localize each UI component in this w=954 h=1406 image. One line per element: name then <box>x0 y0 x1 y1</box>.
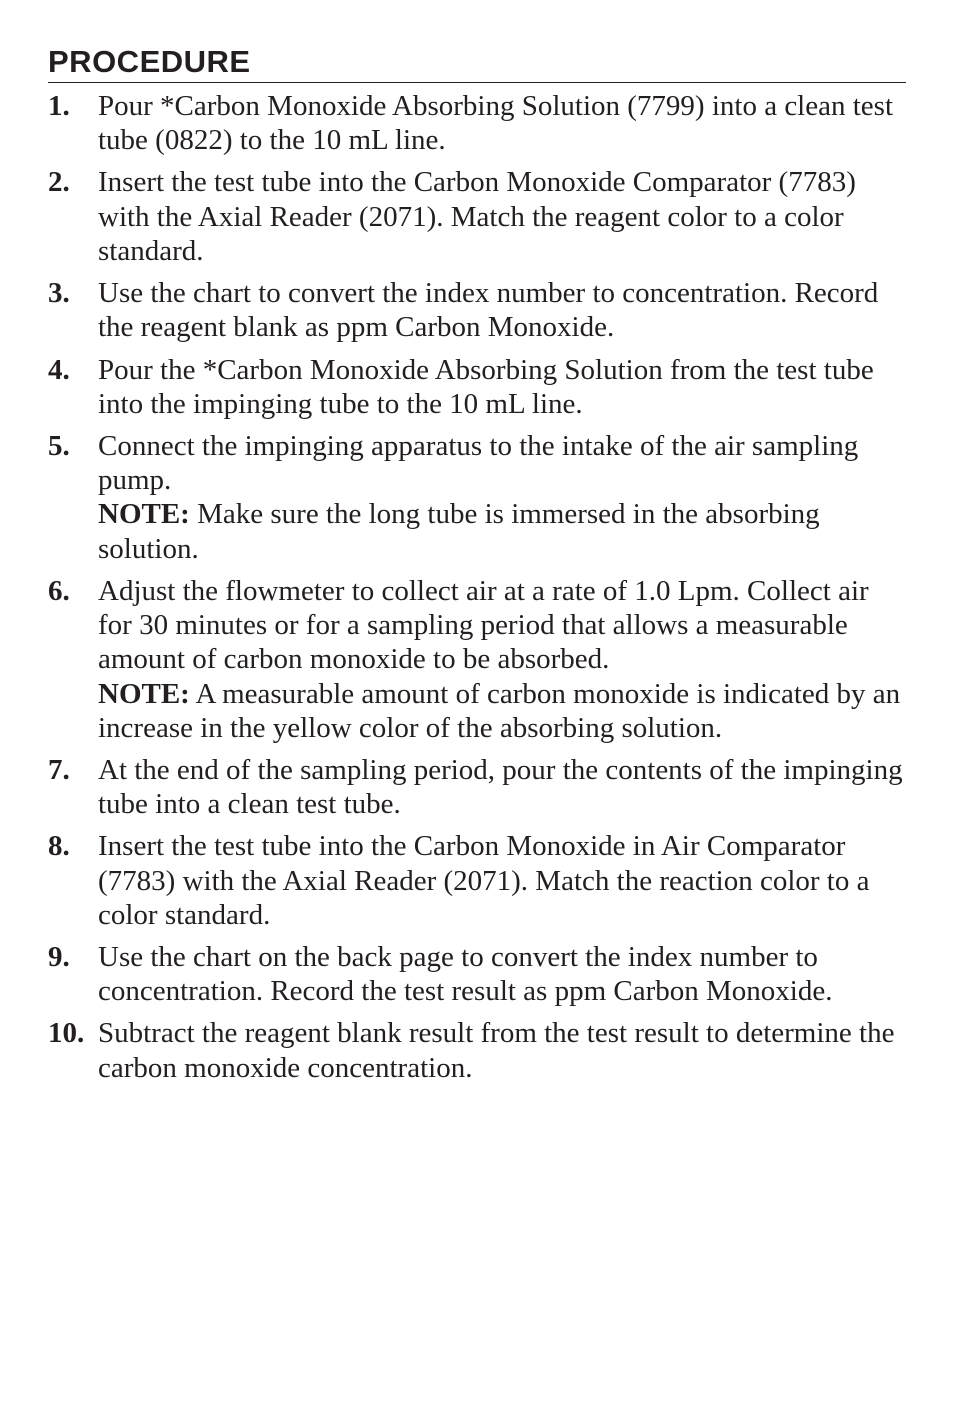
heading-rule <box>48 82 906 83</box>
step-3: 3. Use the chart to convert the index nu… <box>48 276 906 344</box>
step-number: 3. <box>48 276 98 310</box>
step-number: 8. <box>48 829 98 863</box>
step-number: 10. <box>48 1016 98 1050</box>
step-5: 5. Connect the impinging apparatus to th… <box>48 429 906 566</box>
note-text: Make sure the long tube is immersed in t… <box>98 498 820 564</box>
step-text: Subtract the reagent blank result from t… <box>98 1016 906 1084</box>
step-number: 9. <box>48 940 98 974</box>
step-text: Pour *Carbon Monoxide Absorbing Solution… <box>98 89 906 157</box>
steps-list: 1. Pour *Carbon Monoxide Absorbing Solut… <box>48 89 906 1085</box>
step-2: 2. Insert the test tube into the Carbon … <box>48 165 906 268</box>
note-text: A measurable amount of carbon monoxide i… <box>98 678 900 744</box>
note-label: NOTE: <box>98 678 190 710</box>
step-number: 2. <box>48 165 98 199</box>
step-number: 5. <box>48 429 98 463</box>
step-8: 8. Insert the test tube into the Carbon … <box>48 829 906 932</box>
page: PROCEDURE 1. Pour *Carbon Monoxide Absor… <box>0 0 954 1085</box>
step-number: 7. <box>48 753 98 787</box>
step-number: 6. <box>48 574 98 608</box>
step-7: 7. At the end of the sampling period, po… <box>48 753 906 821</box>
step-4: 4. Pour the *Carbon Monoxide Absorbing S… <box>48 353 906 421</box>
step-1: 1. Pour *Carbon Monoxide Absorbing Solut… <box>48 89 906 157</box>
step-text: Use the chart to convert the index numbe… <box>98 276 906 344</box>
step-body: Connect the impinging apparatus to the i… <box>98 429 906 566</box>
step-text: Adjust the flowmeter to collect air at a… <box>98 575 869 675</box>
step-text: At the end of the sampling period, pour … <box>98 753 906 821</box>
step-9: 9. Use the chart on the back page to con… <box>48 940 906 1008</box>
step-number: 4. <box>48 353 98 387</box>
procedure-heading: PROCEDURE <box>48 44 906 80</box>
note-label: NOTE: <box>98 498 190 530</box>
step-text: Pour the *Carbon Monoxide Absorbing Solu… <box>98 353 906 421</box>
step-body: Adjust the flowmeter to collect air at a… <box>98 574 906 745</box>
step-text: Connect the impinging apparatus to the i… <box>98 430 858 496</box>
step-number: 1. <box>48 89 98 123</box>
step-text: Insert the test tube into the Carbon Mon… <box>98 165 906 268</box>
step-text: Insert the test tube into the Carbon Mon… <box>98 829 906 932</box>
step-text: Use the chart on the back page to conver… <box>98 940 906 1008</box>
step-6: 6. Adjust the flowmeter to collect air a… <box>48 574 906 745</box>
step-10: 10. Subtract the reagent blank result fr… <box>48 1016 906 1084</box>
